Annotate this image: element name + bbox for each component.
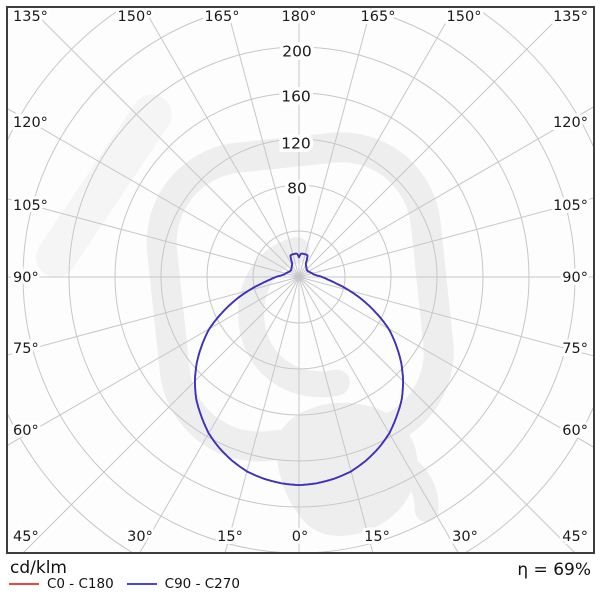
angle-tick: 30° — [452, 529, 478, 545]
legend-line-c0-c180 — [9, 583, 39, 585]
angle-tick: 0° — [292, 529, 308, 545]
angle-tick: 105° — [553, 198, 588, 214]
plot-frame — [6, 6, 595, 554]
angle-tick-labels: 135° 150° 165° 180° 165° 150° 135° 120° 105° 90° 7… — [10, 6, 591, 548]
angle-tick: 60° — [13, 423, 39, 439]
angle-tick: 15° — [364, 529, 390, 545]
angle-tick: 90° — [13, 270, 39, 286]
angle-tick: 90° — [562, 270, 588, 286]
angle-tick: 165° — [361, 9, 396, 25]
efficiency-label: η = 69% — [517, 560, 591, 580]
radial-tick: 160 — [281, 88, 311, 106]
angle-tick: 165° — [205, 9, 240, 25]
angle-tick: 45° — [562, 529, 588, 545]
angle-tick: 75° — [13, 341, 39, 357]
radial-tick: 120 — [281, 135, 311, 153]
legend-label-c0-c180: C0 - C180 — [47, 576, 114, 592]
angle-tick: 135° — [553, 9, 588, 25]
angle-tick: 135° — [13, 9, 48, 25]
angle-tick: 60° — [562, 423, 588, 439]
intensity-curves — [194, 252, 404, 486]
legend-label-c90-c270: C90 - C270 — [164, 576, 240, 592]
angle-tick: 30° — [127, 529, 153, 545]
angle-tick: 150° — [118, 9, 153, 25]
angle-tick: 120° — [553, 115, 588, 131]
angle-tick: 15° — [217, 529, 243, 545]
curve-C90-C270 — [194, 252, 404, 486]
radial-tick: 80 — [287, 180, 307, 198]
radial-tick-labels: 80 120 160 200 — [278, 39, 316, 201]
legend-line-c90-c270 — [126, 583, 157, 585]
legend: C0 - C180 C90 - C270 — [9, 576, 253, 592]
angle-tick: 120° — [13, 115, 48, 131]
radial-tick: 200 — [282, 43, 312, 61]
angle-tick: 75° — [562, 341, 588, 357]
unit-label: cd/klm — [10, 558, 67, 578]
angle-tick: 105° — [13, 198, 48, 214]
angle-tick: 180° — [282, 9, 317, 25]
angle-tick: 150° — [447, 9, 482, 25]
angle-tick: 45° — [13, 529, 39, 545]
